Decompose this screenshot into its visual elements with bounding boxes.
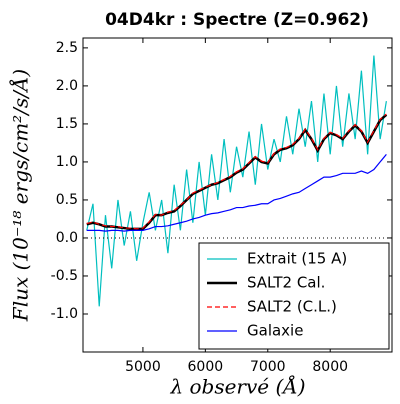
y-tick-label: 2.0 bbox=[56, 78, 78, 94]
legend-label: Extrait (15 A) bbox=[247, 250, 347, 268]
legend-label: SALT2 Cal. bbox=[247, 274, 325, 292]
y-tick-label: 0.0 bbox=[56, 230, 78, 246]
x-tick-label: 8000 bbox=[312, 359, 348, 375]
y-tick-label: 0.5 bbox=[56, 192, 78, 208]
chart-title: 04D4kr : Spectre (Z=0.962) bbox=[105, 10, 369, 30]
plot-lines bbox=[86, 55, 388, 307]
y-tick-label: 1.5 bbox=[56, 116, 78, 132]
y-tick-label: -0.5 bbox=[51, 268, 78, 284]
y-tick-label: -1.0 bbox=[51, 306, 78, 322]
series-line bbox=[86, 55, 387, 307]
x-tick-label: 6000 bbox=[188, 359, 224, 375]
x-tick-label: 5000 bbox=[125, 359, 161, 375]
y-axis-label: Flux (10⁻¹⁸ ergs/cm²/s/Å) bbox=[8, 69, 33, 322]
y-tick-label: 1.0 bbox=[56, 154, 78, 170]
series-line bbox=[86, 113, 387, 230]
legend-label: Galaxie bbox=[247, 322, 303, 340]
x-tick-label: 7000 bbox=[250, 359, 286, 375]
plot-frame bbox=[82, 37, 393, 353]
x-axis-label: λ observé (Å) bbox=[169, 374, 305, 399]
legend-label: SALT2 (C.L.) bbox=[247, 298, 337, 316]
y-tick-label: 2.5 bbox=[56, 40, 78, 56]
series-line bbox=[86, 153, 387, 232]
